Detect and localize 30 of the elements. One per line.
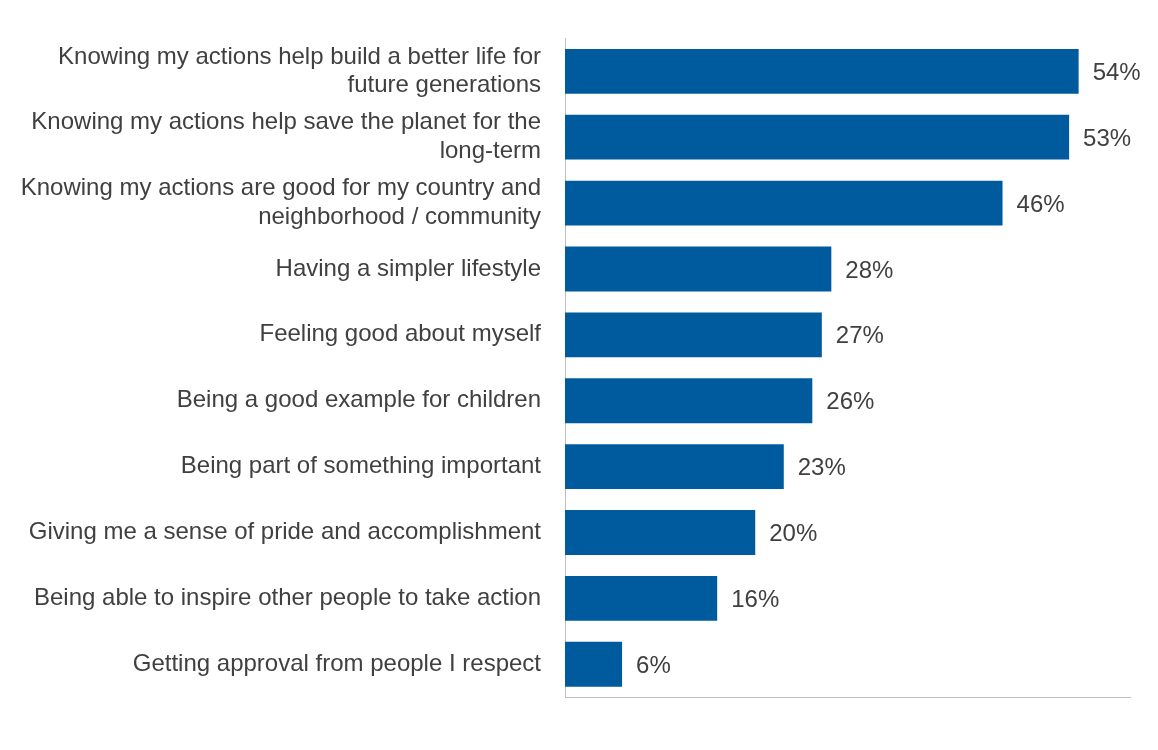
y-tick-label: Being part of something important [180,451,542,479]
data-label: 6% [636,650,671,678]
y-tick-label: Knowing my actions help build a better life for future generations [58,41,541,98]
bar [565,48,1079,94]
y-tick-label: Getting approval from people I respect [132,648,542,676]
bar [565,312,822,358]
y-tick-label: Having a simpler lifestyle [275,253,541,281]
data-label: 54% [1092,57,1141,85]
data-label: 23% [797,453,846,481]
y-tick-label: Being a good example for children [176,385,541,413]
data-label: 27% [835,321,884,349]
bar [565,378,813,424]
data-label: 20% [769,519,818,547]
bar [565,180,1003,226]
data-label: 28% [845,255,894,283]
bar [565,641,623,687]
data-label: 16% [731,585,780,613]
bar [565,114,1070,160]
y-tick-label: Being able to inspire other people to take action [33,583,541,611]
bar [565,444,784,490]
bar [565,510,756,555]
bar [565,575,718,621]
bar [565,246,832,292]
data-label: 53% [1083,123,1132,151]
y-tick-label: Knowing my actions help save the planet for the long-term [31,107,541,164]
y-tick-label: Feeling good about myself [259,319,542,347]
y-tick-label: Giving me a sense of pride and accomplishment [28,517,542,545]
data-label: 46% [1016,189,1065,217]
data-label: 26% [826,387,875,415]
y-tick-label: Knowing my actions are good for my country and neighborhood / community [20,173,541,230]
